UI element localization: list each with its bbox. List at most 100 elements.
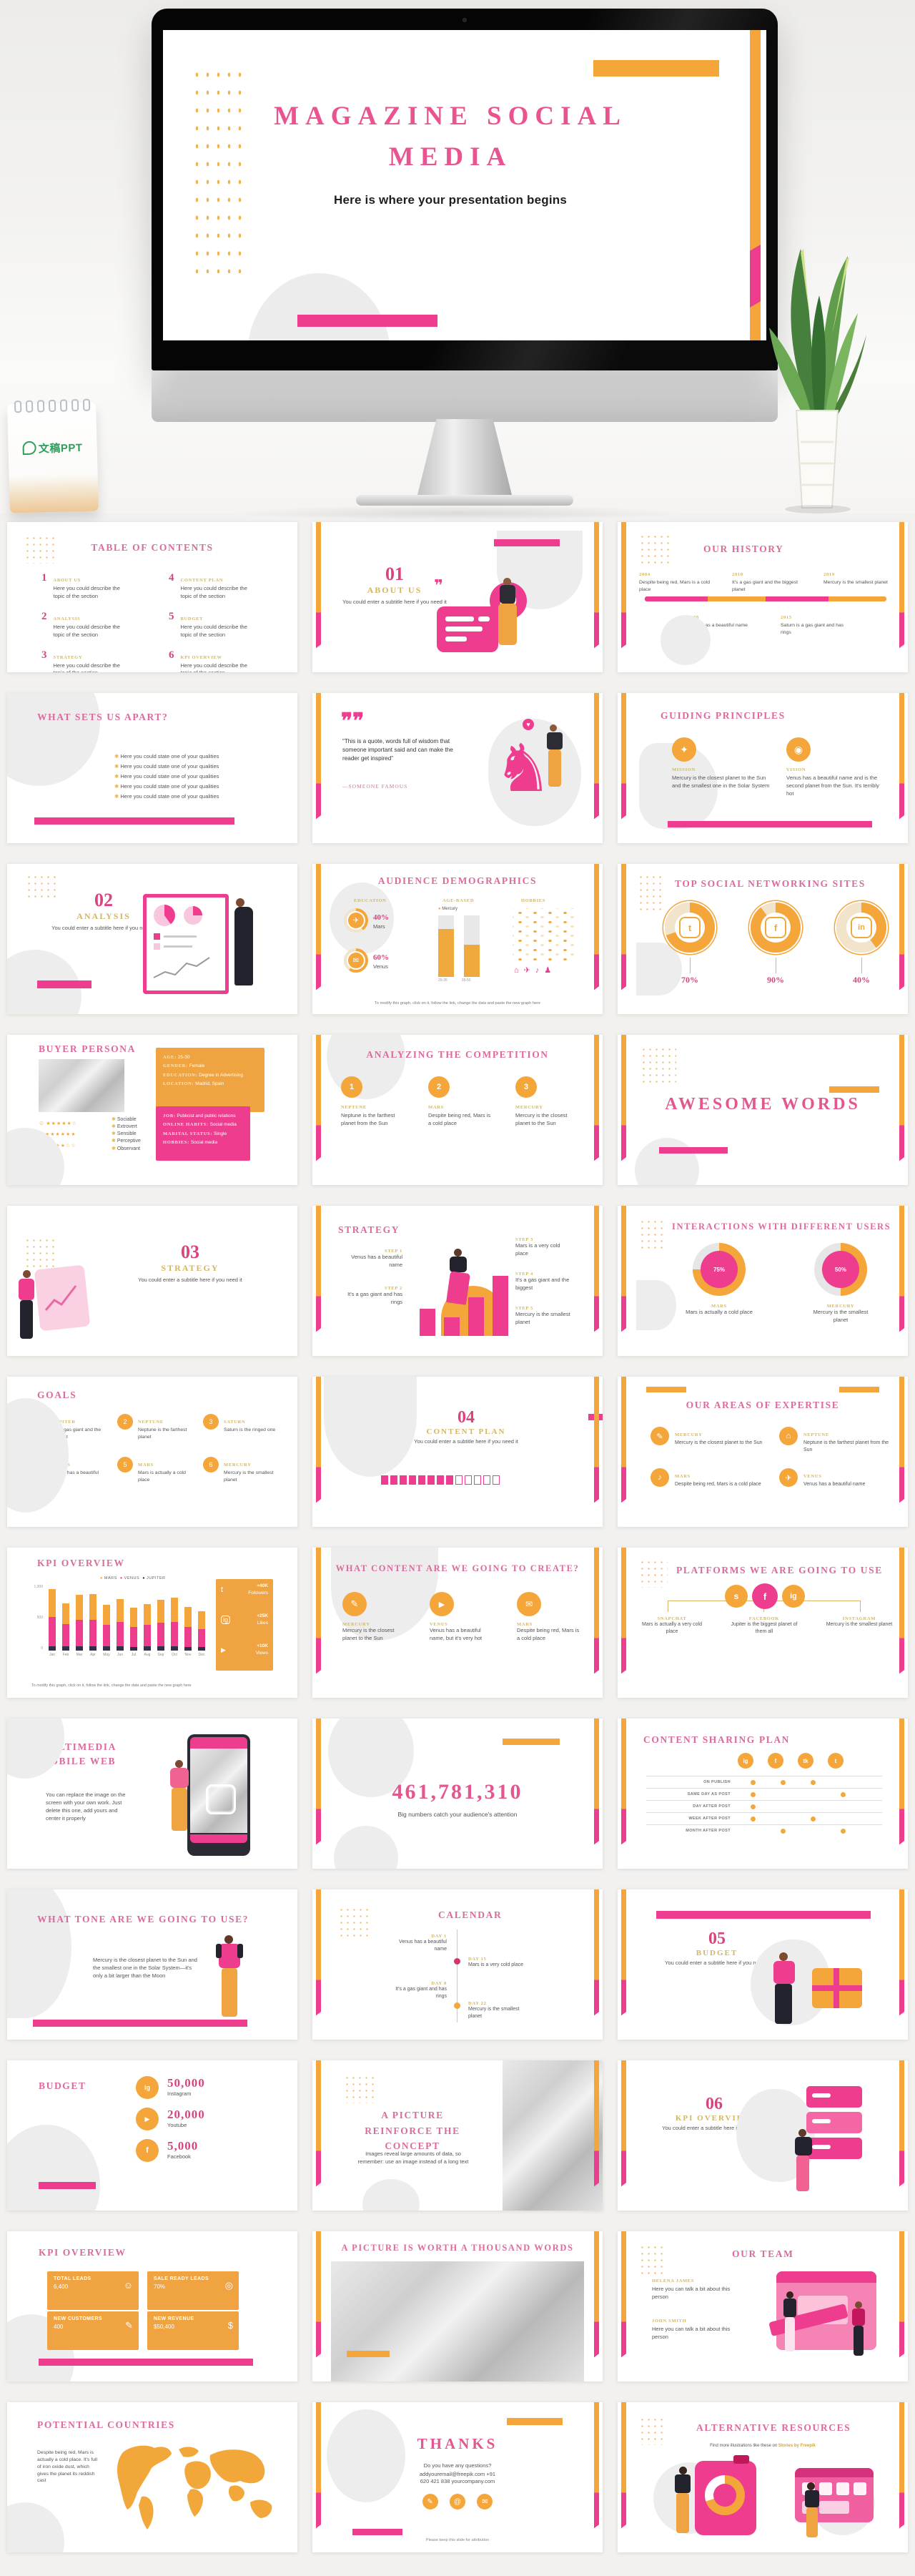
person-figure [679,2467,687,2474]
person-legs [172,1788,187,1831]
slide-section-about-us[interactable]: 01 ABOUT US You could enter a subtitle h… [312,522,603,672]
slide-section-analysis[interactable]: 02 ANALYSIS You could enter a subtitle h… [7,864,297,1014]
pct-value: 70% [681,975,698,985]
monitor-chin [152,370,778,422]
sharing-row: DAY AFTER POST [646,1800,882,1812]
slide-section-kpi-overview[interactable]: 06 KPI OVERVIEW You could enter a subtit… [618,2060,908,2211]
slide-top-social-networking-sites[interactable]: TOP SOCIAL NETWORKING SITES t 70% f 90% … [618,864,908,1014]
mail-icon[interactable]: ✉ [477,2494,493,2509]
slide-budget-numbers[interactable]: BUDGET ig 50,000 Instagram ▶ 20,000 Youtub… [7,2060,297,2211]
gray-blob [7,693,100,786]
slide-picture-thousand-words[interactable]: A PICTURE IS WORTH A THOUSAND WORDS [312,2231,603,2381]
person-torso [170,1768,189,1788]
slide-title: OUR AREAS OF EXPERTISE [686,1400,840,1410]
pencil-icon[interactable]: ✎ [422,2494,438,2509]
expertise-grid: ✎ MERCURY Mercury is the closest planet to… [651,1427,894,1488]
check-dot-icon [780,1780,786,1785]
progress-square [483,1475,490,1485]
slide-platforms[interactable]: PLATFORMS WE ARE GOING TO USE s f ig SNA… [618,1548,908,1698]
slide-calendar[interactable]: CALENDAR DAY 1 Venus has a beautiful name… [312,1889,603,2040]
persona-info-card: AGE: 25-30 GENDER: Female EDUCATION: Deg… [156,1048,264,1112]
toc-label: CONTENT PLAN [180,578,224,583]
presentation-subtitle: Here is where your presentation begins [334,193,567,207]
badge-icon: ◎ [224,2280,233,2291]
slide-our-history[interactable]: OUR HISTORY 2004 Despite being red, Mars … [618,522,908,672]
slide-title: ALTERNATIVE RESOURCES [696,2422,851,2433]
accent-bar [621,1035,626,1161]
pct-value: 40% [853,975,870,985]
slide-content-sharing-plan[interactable]: CONTENT SHARING PLAN ig f tk t ON PUBLIS… [618,1719,908,1869]
slide-potential-countries[interactable]: POTENTIAL COUNTRIES Despite being red, M… [7,2402,297,2552]
site-item[interactable]: t 70% [662,903,718,985]
toc-number: 4 [169,572,174,584]
slide-kpi-overview-boxes[interactable]: KPI OVERVIEW TOTAL LEADS 6,400 ☺ SALE RE… [7,2231,297,2381]
donut-row: t 70% f 90% in 40% [662,903,889,985]
slide-big-numbers[interactable]: 461,781,310 Big numbers catch your audie… [312,1719,603,1869]
kpi-bar: Jun [117,1599,124,1657]
kpi-bar: Feb [62,1603,69,1657]
slide-what-tone[interactable]: WHAT TONE ARE WE GOING TO USE? Mercury i… [7,1889,297,2040]
gray-blob [247,273,390,340]
donut-ring: in [836,903,886,953]
pink-accent-bar [668,821,872,827]
chess-knight-icon: ♞ [493,732,553,805]
slide-title: KPI OVERVIEW [39,2247,127,2258]
freepik-link[interactable]: Stories by Freepik [778,2444,816,2448]
section-subtitle: You could enter a subtitle here if you n… [414,1438,518,1445]
slide-multimedia-mobile-web[interactable]: MULTIMEDIA MOBILE WEB You can replace th… [7,1719,297,1869]
goals-grid: 1JUPITERIt's a gas giant and the biggest… [31,1414,283,1483]
slide-awesome-words[interactable]: AWESOME WORDS [618,1035,908,1185]
goal-item: 6 MERCURY Mercury is the smallest planet [203,1456,283,1484]
slide-alternative-resources[interactable]: ALTERNATIVE RESOURCES Find more illustra… [618,2402,908,2552]
accent-bar [621,2231,626,2358]
photo-block [331,2261,584,2381]
progress-square [409,1475,416,1485]
thanks-contact-phone[interactable]: 620 421 838 yourcompany.com [420,2478,495,2484]
slide-section-strategy[interactable]: 03 STRATEGY You could enter a subtitle h… [7,1206,297,1356]
item-label: MARS [711,1304,727,1309]
quote-marks-icon: ❞ [434,576,443,594]
slide-our-areas-of-expertise[interactable]: OUR AREAS OF EXPERTISE ✎ MERCURY Mercury i… [618,1377,908,1527]
slide-kpi-overview-chart[interactable]: KPI OVERVIEW ● MARS ● VENUS ● JUPITER 1,… [7,1548,297,1698]
slide-thanks[interactable]: THANKS Do you have any questions? addyou… [312,2402,603,2552]
slide-interactions-with-different-users[interactable]: INTERACTIONS WITH DIFFERENT USERS 75% MA… [618,1206,908,1356]
step-number: 2 [436,1083,442,1091]
competitor-item: 2 MARS Despite being red, Mars is a cold… [428,1076,493,1128]
slide-section-budget[interactable]: 05 BUDGET You could enter a subtitle her… [618,1889,908,2040]
budget-item: ▶ 20,000 Youtube [136,2108,205,2130]
slide-section-content-plan[interactable]: 04 CONTENT PLAN You could enter a subtit… [312,1377,603,1527]
slide-picture-reinforce[interactable]: A PICTURE REINFORCE THE CONCEPT Images r… [312,2060,603,2211]
competitor-item: 1 NEPTUNE Neptune is the farthest planet… [341,1076,405,1128]
slide-goals[interactable]: GOALS 1JUPITERIt's a gas giant and the b… [7,1377,297,1527]
slide-what-content[interactable]: WHAT CONTENT ARE WE GOING TO CREATE? ✎ M… [312,1548,603,1698]
slide-strategy-steps[interactable]: STRATEGY STEP 1 Venus has a beautiful nam… [312,1206,603,1356]
gray-blob [362,2179,420,2211]
slide-buyer-persona[interactable]: BUYER PERSONA ☺ ★★★★★☆ ✉ ★★★★★★ ✎ ★★★★☆☆… [7,1035,297,1185]
slide-what-sets-us-apart[interactable]: WHAT SETS US APART? ✱ Here you could sta… [7,693,297,843]
slide-table-of-contents[interactable]: TABLE OF CONTENTS 1 ABOUT US Here you coul… [7,522,297,672]
donut-row: 75% MARS Mars is actually a cold place 5… [685,1243,875,1324]
site-item[interactable]: in 40% [834,903,889,985]
accent-bar [594,1548,599,1674]
slide-guiding-principles[interactable]: GUIDING PRINCIPLES ✦ MISSION Mercury is … [618,693,908,843]
thanks-contact-email[interactable]: addyouremail@freepik.com +91 [419,2471,496,2477]
slide-our-team[interactable]: OUR TEAM HELENA JAMES Here you can talk … [618,2231,908,2381]
big-number: 461,781,310 [392,1780,523,1804]
progress-square [437,1475,444,1485]
accent-bar [899,1548,904,1674]
slide-audience-demographics[interactable]: AUDIENCE DEMOGRAPHICS EDUCATION ✈ 40% Mar… [312,864,603,1014]
at-sign-icon[interactable]: @ [450,2494,465,2509]
slide-quote[interactable]: ❞❞ “This is a quote, words full of wisdo… [312,693,603,843]
video-icon: ▶ [430,1592,454,1616]
site-item[interactable]: f 90% [748,903,803,985]
dot-pattern [338,1907,372,1937]
slide-analyzing-the-competition[interactable]: ANALYZING THE COMPETITION 1 NEPTUNE Nept… [312,1035,603,1185]
kpi-box: NEW CUSTOMERS 400 ✎ [47,2311,139,2350]
slide-title: OUR HISTORY [703,544,784,554]
step-number: 3 [523,1083,529,1091]
hero-mockup: MAGAZINE SOCIAL MEDIA Here is where your … [0,0,915,521]
toc-label: ANALYSIS [53,616,81,621]
photo-block [503,2060,603,2211]
title-line-2: MEDIA [388,142,513,172]
quality-item: Here you could state one of your qualiti… [120,762,219,770]
